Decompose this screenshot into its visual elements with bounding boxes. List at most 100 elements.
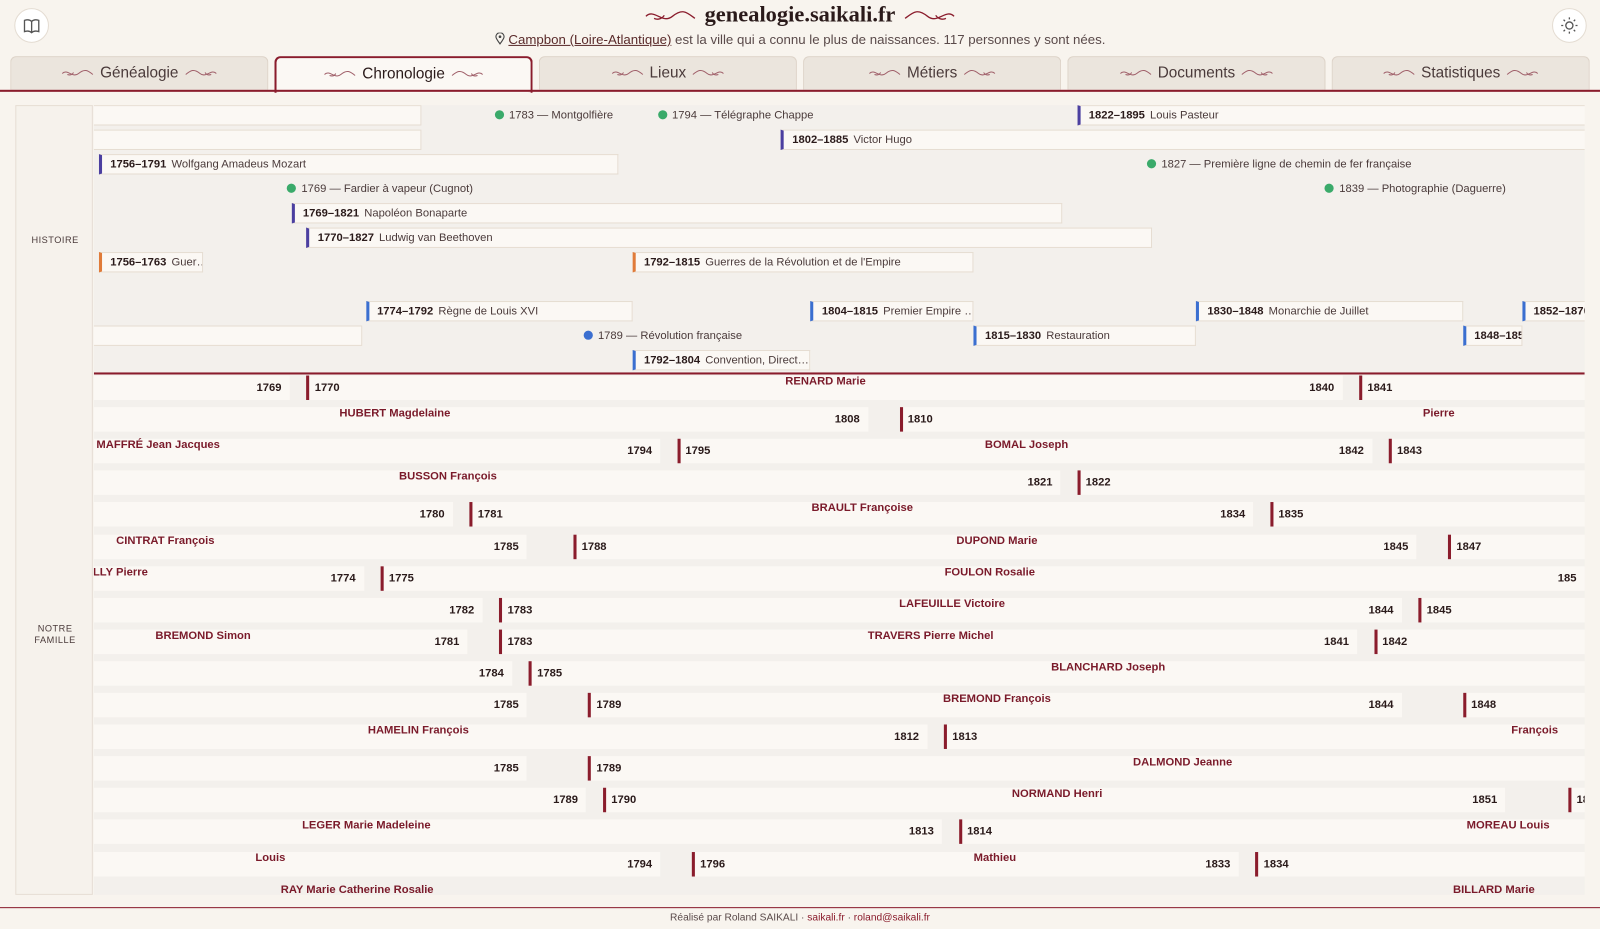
tab-label: Métiers [907,64,958,82]
history-span: 1774–1792 Règne de Louis XVI [365,301,633,322]
person-name: HAMELIN François [367,724,469,737]
flourish [905,11,956,20]
history-span: 1848–1852Il… [1462,325,1523,346]
history-span: 1769–1821 Napoléon Bonaparte [291,203,1063,224]
start-marker [1418,597,1422,623]
history-span: 1802–1885 Victor Hugo [780,129,1585,150]
event: 1794 — Télégraphe Chappe [657,105,814,125]
family-bar [1388,438,1585,464]
end-year: 1833 [1205,857,1231,870]
family-bar [93,756,527,781]
start-year: 1770 [314,381,340,394]
end-year: 1813 [908,825,934,839]
family-bar [93,724,928,750]
footer-line [0,907,1600,909]
end-year: 1794 [627,445,653,458]
flourish [1383,69,1415,76]
family-bar [1077,470,1585,496]
start-year: 1781 [477,508,503,521]
span-years: 1802–1885 [792,133,849,146]
event-dot [583,330,593,340]
event-label: 1827 — Première ligne de chemin de fer f… [1161,158,1412,171]
tab[interactable]: Chronologie [274,56,533,93]
book-button[interactable] [14,8,49,43]
start-year: 1848 [1471,698,1497,712]
tab[interactable]: Documents [1067,56,1326,90]
theme-button[interactable] [1552,8,1587,43]
family-bar [93,375,290,400]
person-name: MAFFRÉ Jean Jacques [96,438,220,452]
person-name: DUPOND Marie [956,534,1038,547]
history-span: 1815–1830 Restauration [973,325,1197,346]
start-marker [499,629,503,654]
person-name: BUSSON François [398,470,497,483]
family-bar [1359,375,1585,400]
section-label: NOTRE FAMILLE [34,623,76,645]
person-name: NORMAND Henri [1011,788,1103,801]
start-year: 1789 [596,698,622,712]
start-marker [899,407,903,432]
event-label: 1783 — Montgolfière [508,109,614,122]
family-bar [677,438,1372,464]
flourish [611,69,643,76]
tab[interactable]: Métiers [803,56,1062,90]
span-years: 1830–1848 [1207,305,1264,318]
history-span: 1770–1827 Ludwig van Beethoven [306,227,1152,248]
family-bar [93,565,364,591]
faded-bar [93,105,422,126]
family-bar [588,692,1402,718]
start-year: 1789 [596,762,622,775]
email-link[interactable]: roland@saikali.fr [853,912,930,924]
start-year: 1796 [700,857,726,870]
end-year: 1844 [1368,698,1394,712]
family-bar [306,375,1343,400]
site-link[interactable]: saikali.fr [807,912,845,924]
family-bar [588,756,1585,781]
start-year: 1813 [952,730,978,743]
start-year: 1795 [685,445,711,458]
start-year: 1822 [1085,476,1111,490]
family-bar [1255,851,1585,877]
end-year: 1851 [1472,794,1498,807]
start-marker [1359,375,1363,400]
family-bar [499,597,1402,623]
span-name: Louis Pasteur [1150,109,1219,122]
flourish [1241,69,1274,76]
tab[interactable]: Statistiques [1331,56,1590,90]
tab[interactable]: Généalogie [10,56,269,90]
family-bar [93,470,1061,496]
flourish [1119,69,1151,76]
person-name: RAY Marie Catherine Rosalie [280,883,434,895]
span-years: 1792–1815 [643,256,701,269]
event-label: 1839 — Photographie (Daguerre) [1339,182,1506,195]
person-name: BLANCHARD Joseph [1051,661,1166,674]
start-year: 1834 [1263,857,1289,870]
person-name: BOMAL Joseph [984,438,1069,452]
family-bar [93,661,513,686]
section-labels: HISTOIRE NOTRE FAMILLE [15,105,93,895]
end-year: 1808 [834,413,860,426]
flourish [644,11,695,20]
history-span: 1792–1804 Convention, Direct… [632,349,811,371]
person-name: FOULON Rosalie [944,565,1036,579]
event-dot [1147,159,1157,169]
flourish [692,69,725,76]
start-marker [958,819,962,845]
book-icon [23,19,40,34]
event-label: 1789 — Révolution française [597,329,743,342]
family-bar [93,851,661,877]
span-years: 1852–1870 [1533,305,1585,318]
tab-label: Chronologie [362,65,445,83]
start-marker [1462,692,1467,718]
end-year: 1785 [493,762,519,775]
start-year: 18 [1576,794,1585,807]
person-name: LLY Pierre [93,565,148,579]
start-year: 1785 [537,667,563,680]
end-year: 1785 [493,698,519,712]
tab[interactable]: Lieux [538,56,797,90]
sun-icon [1561,17,1578,34]
person-name: HUBERT Magdelaine [339,407,451,420]
family-bar [944,724,1585,750]
event: 1827 — Première ligne de chemin de fer f… [1147,154,1412,174]
place-link[interactable]: Campbon (Loire-Atlantique) [508,31,672,47]
